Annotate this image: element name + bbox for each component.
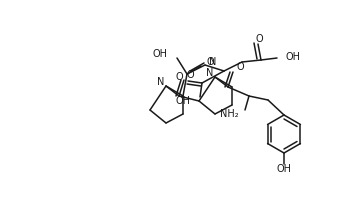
Text: OH: OH <box>153 49 168 59</box>
Text: OH: OH <box>176 96 191 106</box>
Text: OH: OH <box>286 52 301 62</box>
Text: N: N <box>206 68 213 78</box>
Text: O: O <box>187 70 195 80</box>
Text: O: O <box>237 62 245 72</box>
Text: O: O <box>255 34 263 44</box>
Text: N: N <box>156 77 164 87</box>
Text: NH₂: NH₂ <box>220 109 239 119</box>
Text: OH: OH <box>277 164 291 174</box>
Text: O: O <box>175 72 183 82</box>
Text: O: O <box>207 57 215 67</box>
Text: N: N <box>209 57 217 67</box>
